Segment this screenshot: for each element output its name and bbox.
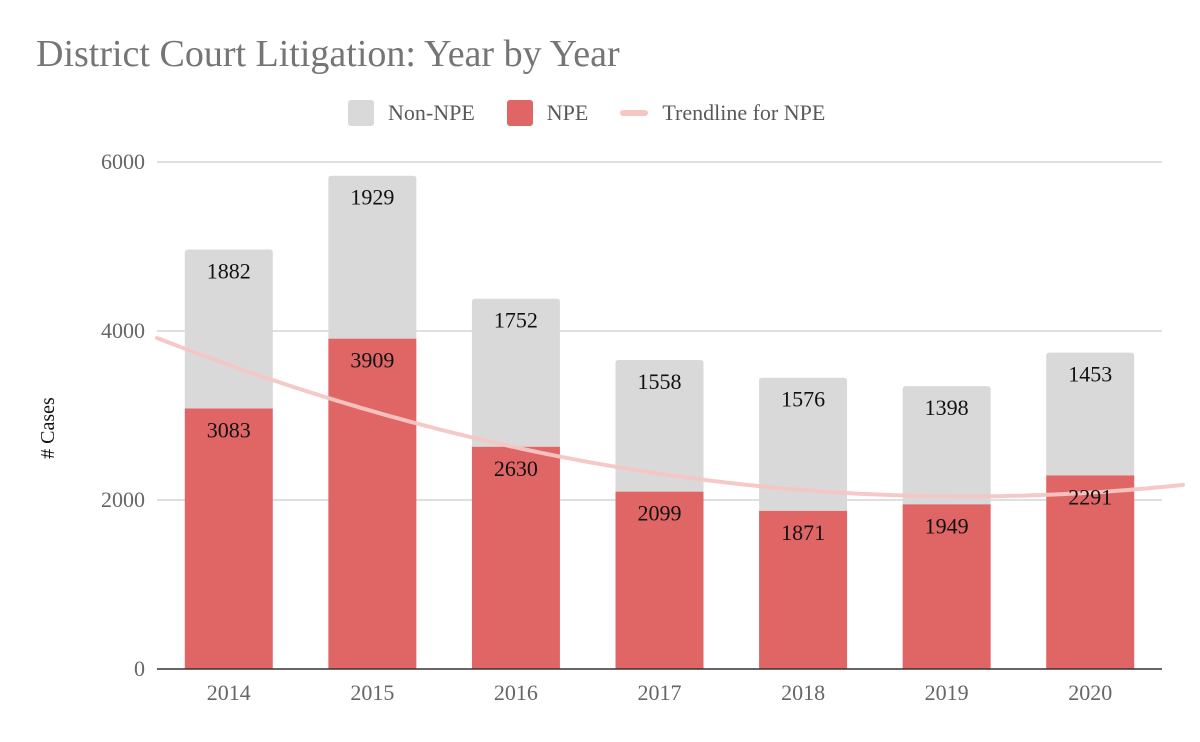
legend-label-trendline: Trendline for NPE bbox=[662, 100, 826, 125]
bar-non-npe-2019[interactable] bbox=[902, 386, 991, 505]
data-label-non-npe-2019: 1398 bbox=[925, 395, 969, 420]
legend-item-npe[interactable]: NPE bbox=[506, 100, 589, 126]
y-tick-label: 0 bbox=[134, 656, 145, 681]
bar-npe-2017[interactable] bbox=[615, 491, 704, 669]
trendline bbox=[155, 336, 1185, 499]
legend-swatch-non-npe bbox=[348, 100, 374, 126]
legend-swatch-npe bbox=[506, 100, 533, 126]
legend-item-non-npe[interactable]: Non-NPE bbox=[348, 100, 475, 126]
bar-non-npe-2018[interactable] bbox=[759, 377, 848, 511]
bar-non-npe-2014[interactable] bbox=[184, 249, 273, 409]
data-label-npe-2018: 1871 bbox=[781, 520, 825, 545]
x-tick-label-2018: 2018 bbox=[781, 680, 825, 705]
y-tick-label: 6000 bbox=[101, 149, 145, 174]
data-labels: 1882 3083 1929 3909 1752 2630 1558 2099 1576 1871… bbox=[207, 185, 1112, 545]
data-label-non-npe-2020: 1453 bbox=[1068, 362, 1112, 387]
y-tick-label: 2000 bbox=[101, 487, 145, 512]
data-label-npe-2020: 2291 bbox=[1068, 484, 1112, 509]
x-tick-label-2015: 2015 bbox=[350, 680, 394, 705]
bar-non-npe-2016[interactable] bbox=[471, 298, 560, 447]
x-tick-label-2017: 2017 bbox=[638, 680, 682, 705]
bar-non-npe-2017[interactable] bbox=[615, 359, 704, 492]
legend-swatch-trendline bbox=[620, 110, 649, 116]
x-tick-label-2019: 2019 bbox=[925, 680, 969, 705]
data-label-non-npe-2016: 1752 bbox=[494, 308, 538, 333]
y-tick-label: 4000 bbox=[101, 318, 145, 343]
bar-non-npe-2020[interactable] bbox=[1046, 352, 1135, 476]
x-tick-label-2020: 2020 bbox=[1068, 680, 1112, 705]
bar-npe-2018[interactable] bbox=[759, 510, 848, 669]
legend-label-non-npe: Non-NPE bbox=[388, 100, 475, 125]
trendline-npe bbox=[155, 336, 1185, 499]
data-label-non-npe-2015: 1929 bbox=[350, 185, 394, 210]
data-label-npe-2016: 2630 bbox=[494, 456, 538, 481]
data-label-non-npe-2017: 1558 bbox=[638, 369, 682, 394]
chart-title: District Court Litigation: Year by Year bbox=[36, 33, 620, 75]
legend-label-npe: NPE bbox=[546, 100, 589, 125]
data-label-non-npe-2014: 1882 bbox=[207, 258, 251, 283]
chart-legend: Non-NPE NPE Trendline for NPE bbox=[348, 98, 825, 128]
bars bbox=[184, 175, 1135, 669]
data-label-npe-2017: 2099 bbox=[638, 501, 682, 526]
bar-npe-2020[interactable] bbox=[1046, 475, 1135, 669]
y-axis-title: # Cases bbox=[37, 397, 59, 459]
bar-npe-2014[interactable] bbox=[184, 408, 273, 669]
data-label-npe-2019: 1949 bbox=[925, 513, 969, 538]
data-label-npe-2014: 3083 bbox=[207, 417, 251, 442]
x-tick-label-2014: 2014 bbox=[207, 680, 251, 705]
axes: 0 2000 4000 6000 2014 2015 2016 2017 2018 2019 202… bbox=[101, 149, 1162, 705]
bar-npe-2015[interactable] bbox=[328, 338, 417, 669]
data-label-non-npe-2018: 1576 bbox=[781, 387, 825, 412]
bar-npe-2019[interactable] bbox=[902, 504, 991, 669]
legend-item-trendline[interactable]: Trendline for NPE bbox=[620, 100, 825, 126]
bar-non-npe-2015[interactable] bbox=[328, 175, 417, 339]
bar-npe-2016[interactable] bbox=[471, 446, 560, 669]
data-label-npe-2015: 3909 bbox=[350, 348, 394, 373]
x-tick-label-2016: 2016 bbox=[494, 680, 538, 705]
